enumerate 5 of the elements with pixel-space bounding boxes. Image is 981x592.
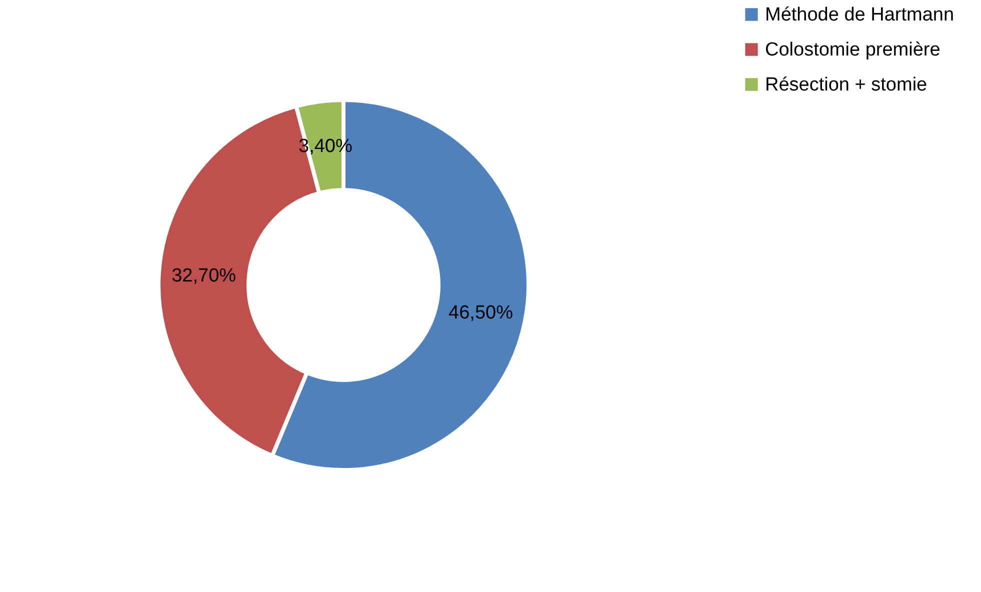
legend-label: Colostomie première (765, 40, 940, 60)
legend-label: Résection + stomie (765, 74, 928, 96)
legend-label: Méthode de Hartmann (765, 4, 954, 26)
data-label: 32,70% (172, 265, 236, 286)
data-label: 46,50% (448, 302, 514, 324)
